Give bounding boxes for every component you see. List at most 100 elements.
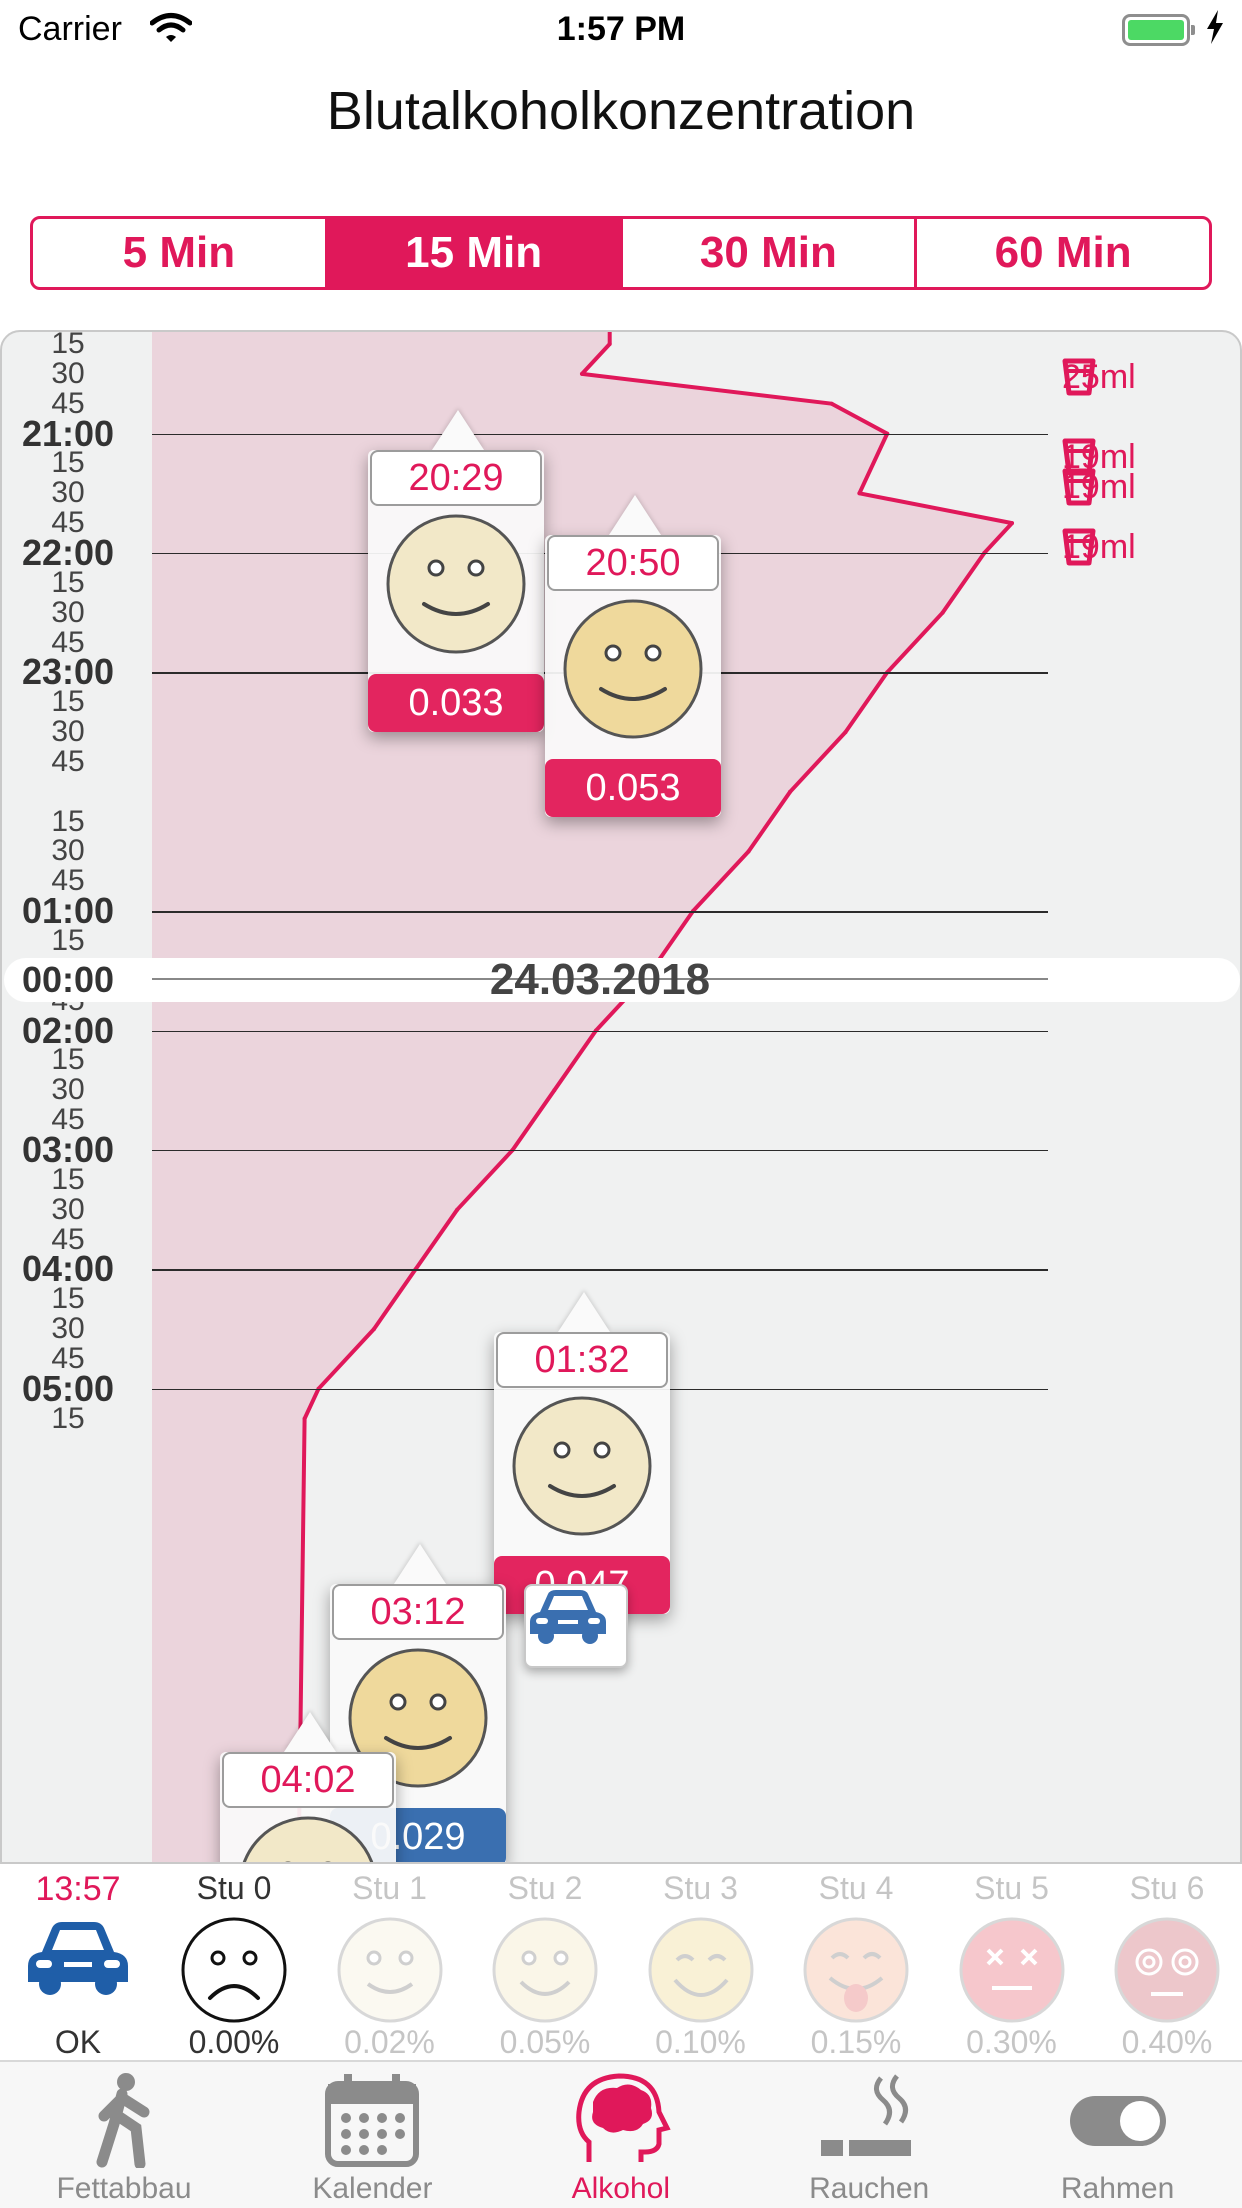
drink-amount: 25ml (1062, 358, 1136, 396)
axis-minute-label: 30 (51, 595, 85, 629)
level-label: Stu 5 (974, 1870, 1049, 1906)
tab-label: Rauchen (809, 2172, 930, 2205)
card-pointer (432, 410, 484, 450)
axis-minute-label: 15 (51, 1282, 85, 1316)
axis-minute-label: 45 (51, 506, 85, 540)
carrier-label: Carrier (18, 10, 122, 48)
level-stu-3[interactable]: Stu 3 0.10% (623, 1864, 779, 2060)
sad-face-icon (181, 1917, 287, 2023)
drink-marker[interactable]: 25ml (1062, 358, 1136, 397)
level-stu-6[interactable]: Stu 6 0.40% (1089, 1864, 1242, 2060)
axis-hour-label: 23:00 (21, 651, 115, 693)
axis-minute-label: 15 (51, 924, 85, 957)
tab-label: Rahmen (1060, 2172, 1175, 2205)
axis-minute-label: 45 (51, 625, 85, 659)
axis-hour-label: 03:00 (21, 1128, 115, 1170)
drink-amount: 19ml (1062, 528, 1136, 566)
tab-label: Alkohol (571, 2172, 670, 2205)
midnight-band (4, 958, 1240, 1002)
marker-time: 01:32 (496, 1332, 668, 1388)
spiral-eyes-face-icon (1114, 1917, 1220, 2023)
toggle-icon (1068, 2072, 1168, 2173)
smiley-face-icon (512, 1396, 652, 1536)
segment-5-min[interactable]: 5 Min (33, 219, 328, 287)
tab-fettabbau[interactable]: Fettabbau (0, 2062, 248, 2208)
bac-point (1010, 521, 1014, 526)
axis-hour-label: 22:00 (21, 531, 115, 573)
bac-point (829, 401, 834, 406)
axis-minute-label: 45 (51, 1341, 85, 1375)
level-stu-5[interactable]: Stu 5 0.30% (934, 1864, 1090, 2060)
marker-value: 0.053 (545, 759, 721, 817)
card-pointer (558, 1292, 610, 1332)
level-value: 0.30% (966, 2024, 1057, 2060)
battery-icon (1122, 14, 1195, 46)
marker-time: 03:12 (332, 1584, 504, 1640)
axis-minute-label: 15 (51, 804, 85, 838)
axis-minute-label: 15 (51, 330, 85, 360)
segment-30-min[interactable]: 30 Min (623, 219, 918, 287)
tab-rahmen[interactable]: Rahmen (994, 2062, 1242, 2208)
card-pointer (284, 1712, 336, 1752)
bac-marker-card[interactable]: 20:29 0.033 (368, 410, 544, 732)
axis-minute-label: 30 (51, 1073, 85, 1107)
current-status[interactable]: 13:57 OK (0, 1864, 156, 2060)
smoking-icon (819, 2072, 919, 2173)
axis-minute-label: 45 (51, 386, 85, 420)
axis-minute-label: 30 (51, 356, 85, 390)
axis-hour-label: 02:00 (21, 1009, 115, 1051)
axis-minute-label: 15 (51, 685, 85, 719)
bac-chart[interactable]: 15 30 45 21:00 15 30 45 22:00 15 30 45 23:00 15 30 45 1… (0, 330, 1242, 1864)
bac-point (580, 371, 584, 376)
bac-point (843, 730, 848, 735)
axis-minute-label: 30 (51, 476, 85, 510)
drink-marker[interactable]: 19ml (1062, 468, 1136, 507)
segment-15-min[interactable]: 15 Min (327, 219, 623, 287)
tab-kalender[interactable]: Kalender (248, 2062, 496, 2208)
bac-area (152, 332, 1012, 1862)
card-pointer (394, 1544, 446, 1584)
level-stu-1[interactable]: Stu 1 0.02% (312, 1864, 468, 2060)
tab-rauchen[interactable]: Rauchen (745, 2062, 993, 2208)
interval-segmented-control: 5 Min 15 Min 30 Min 60 Min (30, 216, 1212, 290)
bac-marker-card[interactable]: 20:50 0.053 (545, 495, 721, 817)
bac-point (940, 610, 945, 615)
tab-label: Kalender (312, 2172, 433, 2205)
tab-bar: Fettabbau Kalender Alkohol Rauchen Rahmen (0, 2060, 1242, 2208)
level-value: 0.05% (499, 2024, 591, 2060)
level-stu-2[interactable]: Stu 2 0.05% (467, 1864, 623, 2060)
segment-60-min[interactable]: 60 Min (994, 228, 1132, 277)
drink-marker[interactable]: 19ml (1062, 528, 1136, 567)
midnight-line (152, 978, 1048, 980)
axis-minute-label: 15 (51, 1043, 85, 1077)
bac-marker-card[interactable]: 04:02 (220, 1712, 396, 1862)
tab-alkohol[interactable]: Alkohol (497, 2062, 745, 2208)
bac-point (788, 789, 793, 794)
axis-minute-label: 30 (51, 715, 85, 749)
bac-point (455, 1207, 460, 1212)
bac-marker-card[interactable]: 01:320.047 (494, 1292, 670, 1614)
level-label: Stu 0 (196, 1870, 272, 1906)
drink-amount: 19ml (1062, 468, 1136, 506)
axis-minute-label: 45 (51, 864, 85, 898)
driving-allowed-marker[interactable] (524, 1584, 628, 1668)
smiley-face-icon (563, 599, 703, 739)
axis-hour-label: 04:00 (21, 1248, 115, 1290)
midnight-time-label: 00:00 (21, 959, 115, 1000)
axis-minute-label: 30 (51, 1192, 85, 1226)
bac-point (371, 1327, 376, 1332)
level-stu-0[interactable]: Stu 0 0.00% (156, 1864, 312, 2060)
level-stu-4[interactable]: Stu 4 0.15% (778, 1864, 934, 2060)
status-time: 1:57 PM (556, 10, 686, 48)
axis-hour-label: 21:00 (21, 412, 115, 454)
bac-point (746, 849, 751, 854)
midnight-date-label: 24.03.2018 (489, 955, 711, 1004)
hour-gridline (152, 1030, 1048, 1033)
level-label: Stu 6 (1129, 1870, 1205, 1906)
bac-point (302, 1416, 307, 1421)
hour-gridline (152, 433, 1048, 436)
level-value: 0.00% (188, 2024, 280, 2060)
neutral-smile-icon (337, 1917, 442, 2023)
current-time: 13:57 (35, 1870, 121, 1908)
car-icon (530, 1590, 606, 1644)
